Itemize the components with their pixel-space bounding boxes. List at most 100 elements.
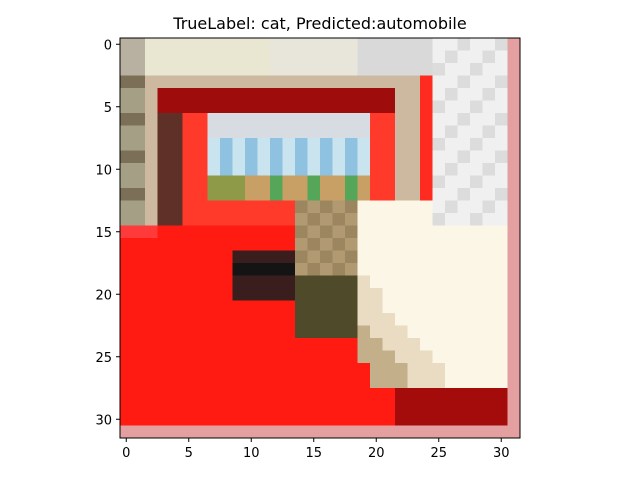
image-pixel: [307, 100, 321, 114]
image-pixel: [120, 175, 133, 189]
image-pixel: [370, 388, 383, 401]
image-pixel: [370, 188, 383, 201]
image-pixel: [482, 338, 496, 351]
image-pixel: [157, 50, 171, 64]
image-pixel: [370, 213, 383, 226]
image-pixel: [157, 75, 171, 89]
image-pixel: [382, 225, 396, 239]
image-pixel: [470, 238, 483, 251]
image-pixel: [245, 275, 258, 289]
image-pixel: [120, 163, 133, 176]
image-pixel: [420, 88, 433, 101]
image-pixel: [270, 325, 283, 339]
image-pixel: [182, 163, 196, 176]
image-pixel: [407, 125, 421, 139]
image-pixel: [170, 38, 183, 51]
image-pixel: [482, 350, 496, 364]
image-pixel: [345, 275, 358, 289]
image-pixel: [482, 163, 496, 176]
image-pixel: [345, 100, 358, 114]
image-pixel: [420, 363, 433, 376]
image-pixel: [307, 75, 321, 89]
image-pixel: [482, 175, 496, 189]
image-pixel: [320, 325, 333, 339]
image-pixel: [482, 250, 496, 264]
image-pixel: [370, 325, 383, 339]
image-pixel: [357, 213, 371, 226]
image-pixel: [445, 350, 458, 364]
image-pixel: [195, 188, 208, 201]
image-pixel: [357, 350, 371, 364]
image-pixel: [182, 313, 196, 326]
image-pixel: [282, 225, 296, 239]
image-pixel: [307, 63, 321, 76]
image-pixel: [432, 238, 446, 251]
image-pixel: [507, 125, 521, 139]
image-pixel: [257, 238, 271, 251]
x-tick-label: 30: [493, 446, 510, 461]
image-pixel: [457, 338, 471, 351]
image-pixel: [232, 225, 246, 239]
image-pixel: [307, 288, 321, 301]
image-pixel: [207, 300, 221, 314]
image-pixel: [420, 325, 433, 339]
image-pixel: [507, 88, 521, 101]
image-pixel: [232, 338, 246, 351]
image-pixel: [507, 100, 521, 114]
image-pixel: [307, 175, 321, 189]
image-pixel: [445, 50, 458, 64]
image-pixel: [445, 175, 458, 189]
image-pixel: [457, 400, 471, 414]
image-pixel: [270, 75, 283, 89]
image-pixel: [307, 138, 321, 151]
image-pixel: [182, 200, 196, 214]
image-pixel: [357, 88, 371, 101]
image-pixel: [357, 400, 371, 414]
image-pixel: [357, 325, 371, 339]
image-pixel: [320, 350, 333, 364]
image-pixel: [382, 275, 396, 289]
image-pixel: [432, 413, 446, 426]
image-pixel: [270, 150, 283, 164]
image-pixel: [220, 188, 233, 201]
image-pixel: [482, 138, 496, 151]
image-pixel: [395, 175, 408, 189]
image-pixel: [232, 313, 246, 326]
image-pixel: [457, 213, 471, 226]
image-pixel: [420, 313, 433, 326]
image-pixel: [170, 300, 183, 314]
image-pixel: [195, 375, 208, 389]
image-pixel: [507, 425, 521, 439]
image-pixel: [370, 288, 383, 301]
image-pixel: [507, 388, 521, 401]
image-pixel: [270, 175, 283, 189]
image-pixel: [170, 88, 183, 101]
image-pixel: [170, 63, 183, 76]
image-pixel: [232, 400, 246, 414]
image-pixel: [245, 350, 258, 364]
image-pixel: [345, 63, 358, 76]
image-pixel: [420, 225, 433, 239]
image-pixel: [182, 388, 196, 401]
image-pixel: [357, 150, 371, 164]
image-pixel: [295, 338, 308, 351]
image-pixel: [470, 263, 483, 276]
image-pixel: [495, 138, 508, 151]
image-pixel: [195, 425, 208, 439]
image-pixel: [382, 88, 396, 101]
image-pixel: [370, 413, 383, 426]
image-pixel: [245, 375, 258, 389]
image-pixel: [232, 325, 246, 339]
image-pixel: [145, 375, 158, 389]
image-pixel: [407, 213, 421, 226]
image-pixel: [132, 213, 146, 226]
y-axis: 0 5 10 15 20 25 30: [95, 38, 120, 428]
image-pixel: [282, 200, 296, 214]
image-pixel: [182, 413, 196, 426]
image-pixel: [157, 375, 171, 389]
image-pixel: [257, 138, 271, 151]
image-pixel: [395, 363, 408, 376]
image-pixel: [482, 300, 496, 314]
image-pixel: [345, 425, 358, 439]
image-pixel: [120, 325, 133, 339]
